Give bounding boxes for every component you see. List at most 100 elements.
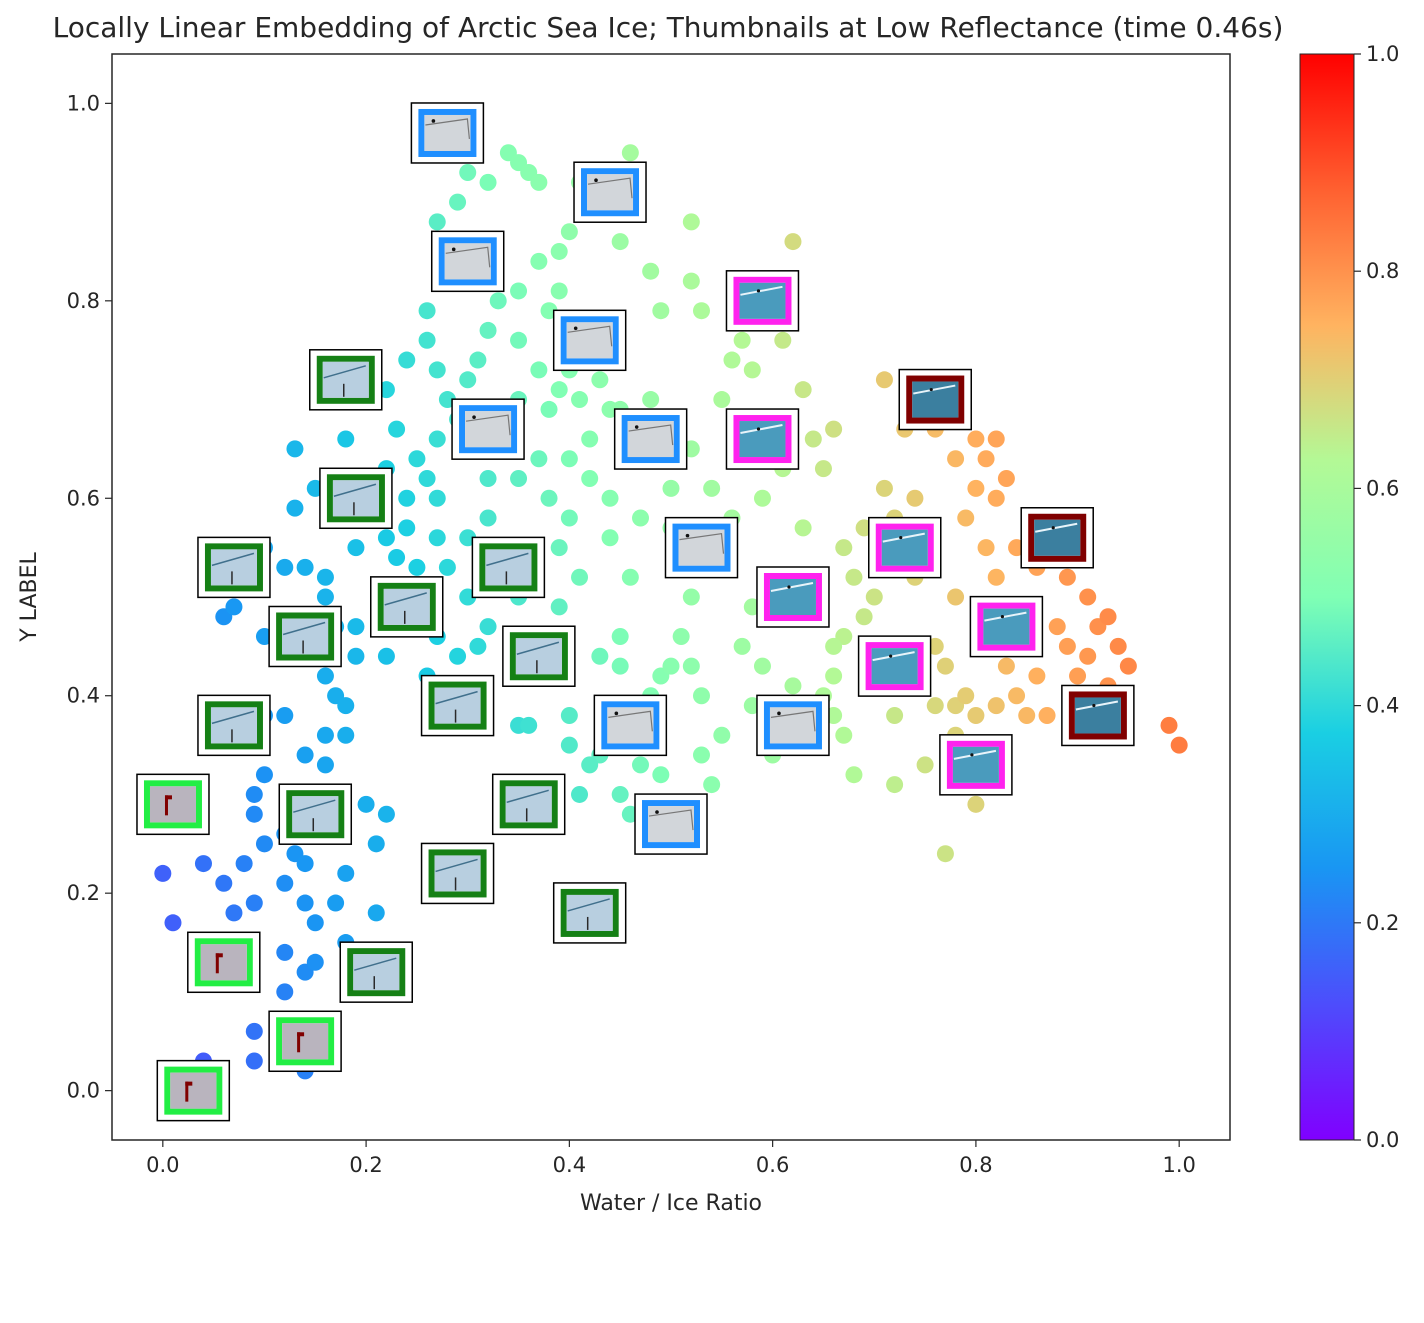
x-tick-label: 0.4 <box>553 1153 586 1177</box>
y-tick-label: 0.6 <box>67 486 100 510</box>
scatter-point <box>377 647 395 665</box>
scatter-point <box>957 509 975 527</box>
scatter-point <box>276 874 294 892</box>
scatter-point <box>794 381 812 399</box>
scatter-point <box>571 568 589 586</box>
scatter-point <box>997 657 1015 675</box>
scatter-point <box>977 539 995 557</box>
scatter-point <box>479 470 497 488</box>
scatter-point <box>296 894 314 912</box>
scatter-point <box>967 430 985 448</box>
scatter-point <box>428 213 446 231</box>
scatter-point <box>479 321 497 339</box>
thumbnail-blue <box>410 102 485 164</box>
scatter-point <box>845 568 863 586</box>
scatter-point <box>398 489 416 507</box>
scatter-point <box>418 470 436 488</box>
scatter-point <box>428 529 446 547</box>
thumbnail-dark-green <box>491 773 566 836</box>
scatter-point <box>682 657 700 675</box>
scatter-point <box>621 144 639 162</box>
scatter-point <box>1170 736 1188 754</box>
scatter-point <box>703 776 721 794</box>
scatter-point <box>418 331 436 349</box>
scatter-point <box>367 835 385 853</box>
scatter-point <box>449 193 467 211</box>
thumbnail-dark-red <box>898 368 973 431</box>
scatter-point <box>662 657 680 675</box>
scatter-point <box>632 509 650 527</box>
scatter-point <box>855 608 873 626</box>
scatter-point <box>469 351 487 369</box>
scatter-point <box>1069 667 1087 685</box>
scatter-point <box>987 697 1005 715</box>
scatter-point <box>306 953 324 971</box>
thumbnail-dark-green <box>197 694 271 757</box>
scatter-point <box>571 785 589 803</box>
scatter-point <box>906 489 924 507</box>
scatter-point <box>1079 588 1097 606</box>
scatter-point <box>398 351 416 369</box>
thumbnail-blue <box>613 408 688 470</box>
scatter-point <box>306 914 324 932</box>
scatter-point <box>825 420 843 438</box>
scatter-point <box>662 479 680 497</box>
scatter-point <box>327 894 345 912</box>
scatter-point <box>784 233 802 251</box>
scatter-point <box>835 539 853 557</box>
scatter-point <box>316 726 334 744</box>
scatter-point <box>865 588 883 606</box>
scatter-point <box>581 470 599 488</box>
thumbnail-blue <box>664 516 739 579</box>
thumbnail-magenta <box>725 408 800 470</box>
scatter-point <box>947 450 965 468</box>
scatter-point <box>347 618 365 636</box>
scatter-point <box>611 627 629 645</box>
thumbnail-magenta <box>756 566 830 628</box>
scatter-point <box>581 430 599 448</box>
thumbnail-dark-red <box>1061 684 1135 747</box>
y-tick-label: 1.0 <box>67 91 100 115</box>
thumbnail-blue <box>756 694 830 757</box>
scatter-point <box>154 864 172 882</box>
scatter-point <box>987 430 1005 448</box>
scatter-point <box>225 904 243 922</box>
scatter-point <box>794 519 812 537</box>
scatter-point <box>1018 706 1036 724</box>
scatter-point <box>428 489 446 507</box>
scatter-point <box>784 677 802 695</box>
scatter-point <box>367 904 385 922</box>
scatter-point <box>316 756 334 774</box>
scatter-point <box>286 440 304 458</box>
scatter-point <box>245 785 263 803</box>
scatter-point <box>347 539 365 557</box>
colorbar-tick-label: 0.4 <box>1366 694 1399 718</box>
thumbnail-dark-green <box>552 882 627 944</box>
scatter-point <box>1079 647 1097 665</box>
scatter-point <box>875 371 893 389</box>
colorbar-tick-label: 0.8 <box>1366 259 1399 283</box>
scatter-point <box>987 489 1005 507</box>
thumbnail-dark-red <box>1020 507 1094 569</box>
scatter-point <box>276 558 294 576</box>
colorbar-tick-label: 0.2 <box>1366 911 1399 935</box>
scatter-point <box>692 687 710 705</box>
x-tick-label: 0.0 <box>146 1153 179 1177</box>
scatter-point <box>692 746 710 764</box>
scatter-point <box>774 331 792 349</box>
scatter-point <box>1058 637 1076 655</box>
scatter-point <box>1038 706 1056 724</box>
scatter-point <box>642 391 660 409</box>
scatter-point <box>215 874 233 892</box>
scatter-point <box>459 371 477 389</box>
thumbnail-magenta <box>939 734 1013 796</box>
thumbnail-blue <box>634 793 708 855</box>
scatter-point <box>245 805 263 823</box>
scatter-point <box>804 430 822 448</box>
thumbnail-bright-green <box>268 1010 342 1073</box>
scatter-point <box>936 657 954 675</box>
scatter-point <box>510 331 528 349</box>
scatter-point <box>560 450 578 468</box>
scatter-point <box>438 558 456 576</box>
